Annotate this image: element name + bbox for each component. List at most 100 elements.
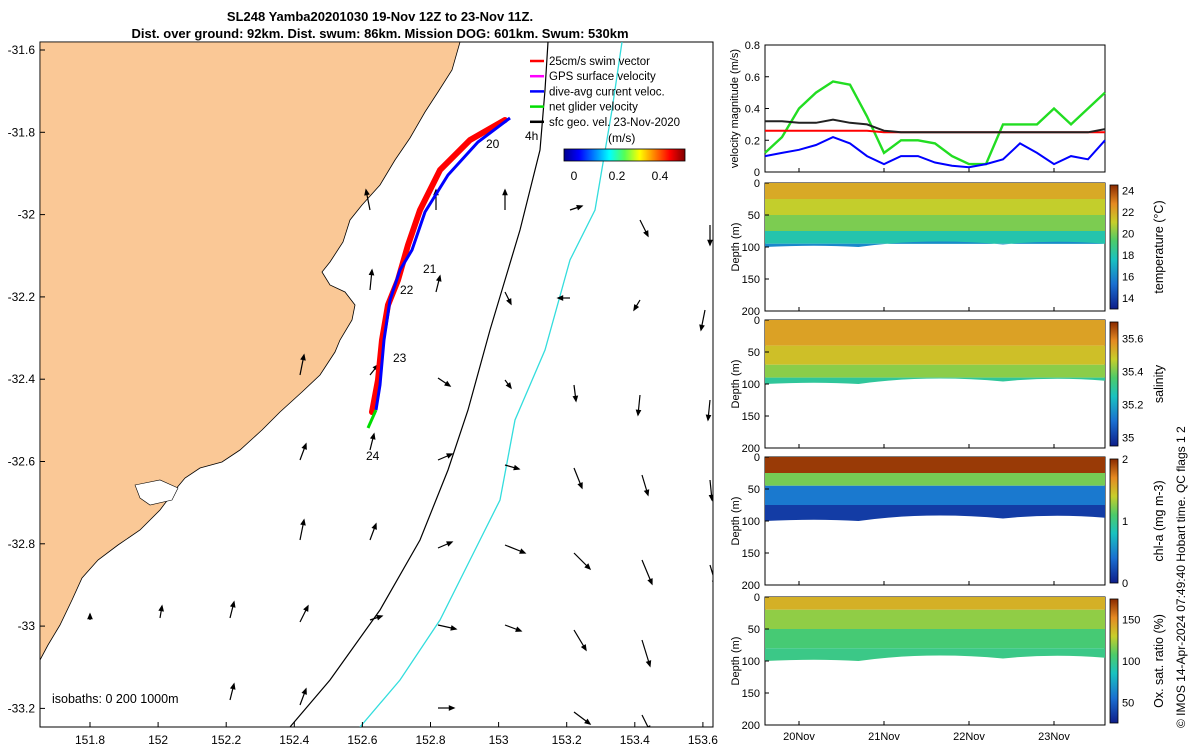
day-label: 21 xyxy=(423,262,437,276)
y-tick-label: 150 xyxy=(742,411,760,423)
profile-layer xyxy=(765,231,1105,244)
velocity-panel: 0 0.2 0.4 0.6 0.8 velocity magnitude (m/s) xyxy=(729,40,1106,179)
isobath-1000 xyxy=(359,42,623,727)
velocity-series-2 xyxy=(764,136,1106,169)
colorbar xyxy=(1109,184,1119,310)
right-panels: 0 0.2 0.4 0.6 0.8 velocity magnitude (m/s) 0 50… xyxy=(729,40,1166,743)
y-tick-label: 200 xyxy=(742,720,760,732)
current-arrowhead xyxy=(368,268,375,276)
y-axis-label: Depth (m) xyxy=(730,497,742,546)
figure-title: SL248 Yamba20201030 19-Nov 12Z to 23-Nov… xyxy=(40,8,720,42)
legend-label: net glider velocity xyxy=(549,102,638,114)
svg-text:0.4: 0.4 xyxy=(652,169,669,183)
lon-tick-label: 153.4 xyxy=(620,733,650,747)
colorbar-tick-label: 20 xyxy=(1122,229,1134,241)
speed-colorbar xyxy=(563,148,686,162)
lat-tick-label: -31.8 xyxy=(8,125,36,139)
current-arrowhead xyxy=(643,489,650,497)
current-arrowhead xyxy=(371,522,377,530)
y-tick-label: 0 xyxy=(754,592,760,604)
current-arrowhead xyxy=(584,563,592,571)
colorbar-label: chl-a (mg m-3) xyxy=(1152,480,1166,561)
profile-layer xyxy=(765,597,1105,610)
current-arrowhead xyxy=(584,718,592,725)
current-arrowhead xyxy=(556,295,564,301)
current-arrows xyxy=(87,188,713,727)
y-tick-label: 100 xyxy=(742,516,760,528)
current-arrowhead xyxy=(505,382,512,390)
colorbar-tick-label: 2 xyxy=(1122,454,1128,466)
lon-tick-label: 152 xyxy=(148,733,168,747)
y-tick-label: 0.8 xyxy=(745,40,760,52)
svg-text:0: 0 xyxy=(571,169,578,183)
y-tick-label: 50 xyxy=(748,484,760,496)
colorbar-label: temperature (°C) xyxy=(1152,200,1166,293)
current-arrowhead xyxy=(515,626,523,632)
legend-label: 25cm/s swim vector xyxy=(549,56,650,68)
profile-layer xyxy=(765,320,1105,346)
y-tick-label: 100 xyxy=(742,656,760,668)
colorbar-tick-label: 1 xyxy=(1122,516,1128,528)
day-label: 23 xyxy=(393,351,407,365)
colorbar-label: salinity xyxy=(1152,364,1166,403)
colorbar-tick-label: 18 xyxy=(1122,250,1134,262)
current-arrowhead xyxy=(506,298,512,306)
profile-layer xyxy=(765,457,1105,473)
day-label: 22 xyxy=(400,283,414,297)
y-tick-label: 0.4 xyxy=(745,104,760,116)
profile-layer xyxy=(765,183,1105,199)
current-arrow xyxy=(709,564,713,578)
colorbar-tick-label: 100 xyxy=(1122,656,1140,668)
velocity-series-0 xyxy=(764,80,1106,166)
y-tick-label: 0.6 xyxy=(745,72,760,84)
y-tick-label: 50 xyxy=(748,624,760,636)
y-axis-label: Depth (m) xyxy=(730,637,742,686)
y-tick-label: 0 xyxy=(754,167,760,179)
y-tick-label: 0.2 xyxy=(745,135,760,147)
profile-layer xyxy=(765,473,1105,486)
lon-tick-label: 152.6 xyxy=(347,733,377,747)
colorbar-unit: (m/s) xyxy=(608,131,635,145)
y-tick-label: 150 xyxy=(742,688,760,700)
y-tick-label: 150 xyxy=(742,274,760,286)
isobaths-label: isobaths: 0 200 1000m xyxy=(52,692,178,706)
profile-layer xyxy=(765,377,1105,384)
y-tick-label: 0 xyxy=(754,452,760,464)
current-arrowhead xyxy=(229,600,236,608)
colorbar-tick-label: 35.2 xyxy=(1122,400,1143,412)
lon-tick-label: 152.8 xyxy=(415,733,445,747)
current-arrowhead xyxy=(635,409,642,417)
current-arrowhead xyxy=(303,604,309,612)
title-line-1: SL248 Yamba20201030 19-Nov 12Z to 23-Nov… xyxy=(226,9,534,24)
colorbar-tick-label: 22 xyxy=(1122,207,1134,219)
map-legend: 25cm/s swim vector GPS surface velocity di… xyxy=(530,56,680,129)
current-arrowhead xyxy=(300,353,306,361)
lat-tick-label: -32.4 xyxy=(8,372,36,386)
current-arrowhead xyxy=(229,682,236,690)
current-arrowhead xyxy=(705,414,712,422)
current-arrowhead xyxy=(572,395,579,403)
current-arrowhead xyxy=(450,625,458,631)
current-arrowhead xyxy=(435,274,442,282)
profile-layer xyxy=(765,505,1105,521)
day-labels: 20 21 22 23 24 xyxy=(366,137,500,463)
y-tick-label: 200 xyxy=(742,443,760,455)
lon-tick-label: 152.2 xyxy=(211,733,241,747)
current-arrowhead xyxy=(707,239,713,247)
y-tick-label: 100 xyxy=(742,379,760,391)
y-tick-label: 50 xyxy=(748,210,760,222)
lat-tick-label: -32.6 xyxy=(8,455,36,469)
lon-tick-label: 153.2 xyxy=(552,733,582,747)
y-axis-label: Depth (m) xyxy=(730,223,742,272)
current-arrowhead xyxy=(301,687,307,695)
day-label: 24 xyxy=(366,449,380,463)
land xyxy=(40,42,461,661)
y-tick-label: 0 xyxy=(754,178,760,190)
profile-panel-1: 0 50 100 150 200 Depth (m) 24 22 20 18 16 14 tempera… xyxy=(730,178,1166,318)
current-arrowhead xyxy=(446,453,454,459)
map-lat-ticks: -31.6 -31.8 -32 -32.2 -32.4 -32.6 -32.8 -33 -33.… xyxy=(8,43,45,715)
colorbar xyxy=(1109,458,1119,584)
y-tick-label: 0 xyxy=(754,315,760,327)
current-arrow xyxy=(641,714,649,727)
